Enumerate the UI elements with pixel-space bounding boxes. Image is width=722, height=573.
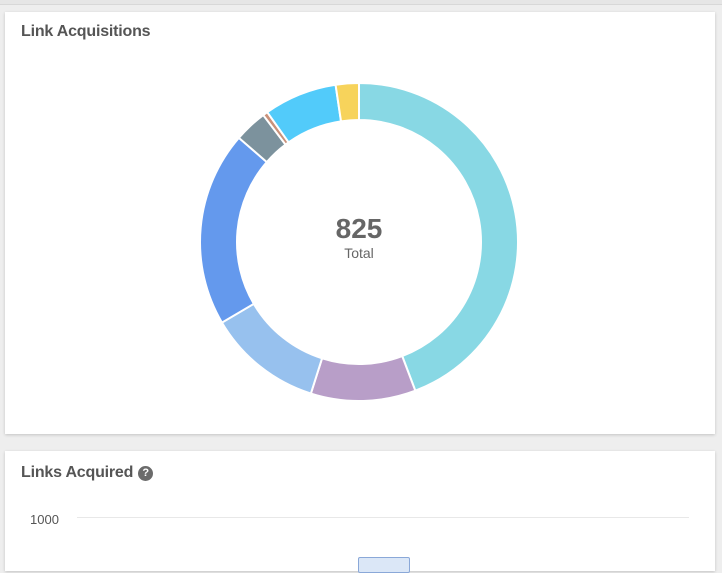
chart-gridline [77, 517, 689, 518]
link-acquisitions-title: Link Acquisitions [21, 23, 151, 40]
link-acquisitions-donut-chart: 825 Total [199, 81, 519, 402]
donut-center-total: 825 [336, 213, 383, 244]
donut-slice-3[interactable] [220, 302, 324, 395]
links-acquired-title-row: Links Acquired ? [21, 464, 154, 482]
question-circle-icon[interactable]: ? [138, 465, 154, 481]
y-axis-tick-1000: 1000 [30, 512, 59, 527]
top-border-strip [0, 0, 722, 5]
link-acquisitions-card: Link Acquisitions 825 Total [5, 12, 715, 434]
donut-center-label: Total [344, 245, 374, 261]
donut-slice-4[interactable] [199, 136, 269, 324]
donut-slice-2[interactable] [309, 354, 417, 402]
links-acquired-card: Links Acquired ? 1000 [5, 451, 715, 573]
chart-bar[interactable] [358, 557, 410, 573]
donut-slice-8[interactable] [334, 81, 360, 123]
links-acquired-title: Links Acquired [21, 464, 134, 481]
donut-slice-1[interactable] [358, 81, 519, 392]
